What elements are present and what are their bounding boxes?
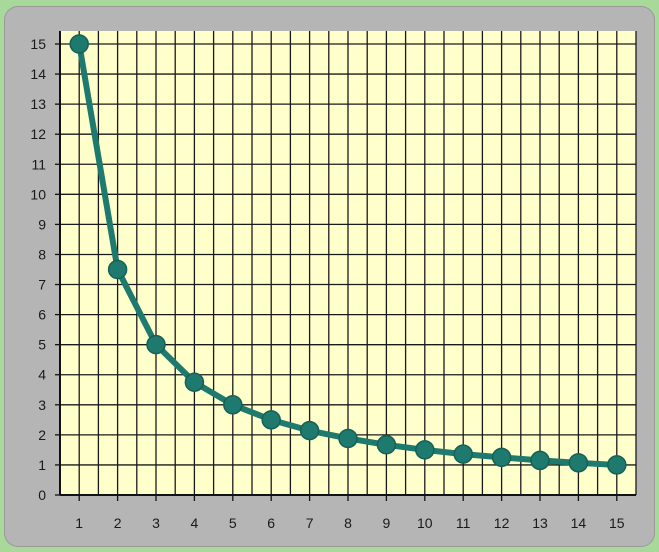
x-tick-label: 12 (494, 515, 510, 531)
y-tick-label: 1 (38, 457, 46, 473)
data-point (376, 435, 397, 455)
y-tick-label: 14 (30, 66, 46, 82)
y-tick-label: 11 (31, 156, 46, 172)
data-point (607, 455, 627, 475)
y-tick-label: 8 (38, 246, 46, 262)
x-tick-label: 9 (383, 515, 391, 531)
x-tick-labels: 1 2 3 4 5 6 7 8 9 10 11 12 13 14 15 (75, 515, 624, 531)
data-point (69, 34, 89, 54)
x-tick-label: 3 (152, 515, 160, 531)
data-points (69, 34, 627, 475)
x-tick-label: 2 (114, 515, 122, 531)
data-point (299, 420, 320, 441)
y-tick-label: 15 (30, 36, 46, 52)
y-tick-label: 12 (30, 126, 46, 142)
y-tick-label: 10 (30, 186, 46, 202)
y-tick-label: 9 (38, 216, 46, 232)
x-tick-label: 15 (609, 515, 625, 531)
data-point (568, 453, 589, 473)
data-point (107, 259, 128, 280)
x-tick-label: 4 (191, 515, 199, 531)
data-point (146, 334, 166, 355)
x-tick-label: 1 (75, 515, 83, 531)
x-tick-label: 11 (456, 515, 471, 531)
y-tick-label: 3 (38, 397, 46, 413)
y-tick-label: 4 (38, 367, 46, 383)
x-tick-label: 10 (417, 515, 433, 531)
y-tick-label: 5 (38, 337, 46, 353)
x-tick-label: 8 (344, 515, 352, 531)
y-tick-label: 6 (38, 307, 46, 323)
data-point (491, 447, 512, 468)
y-tick-label: 2 (38, 427, 46, 443)
x-tick-label: 14 (571, 515, 587, 531)
y-tick-label: 0 (38, 487, 46, 503)
data-point (184, 372, 205, 392)
data-point (261, 410, 281, 430)
x-tick-label: 13 (532, 515, 548, 531)
data-point (338, 428, 358, 449)
axes (55, 31, 636, 501)
x-tick-label: 6 (267, 515, 275, 531)
y-tick-label: 13 (30, 96, 46, 112)
data-point (530, 450, 550, 471)
y-tick-label: 7 (38, 277, 46, 293)
data-point (415, 440, 435, 460)
x-tick-label: 7 (306, 515, 314, 531)
data-point (453, 444, 473, 464)
data-point (223, 395, 243, 415)
x-tick-label: 5 (229, 515, 237, 531)
